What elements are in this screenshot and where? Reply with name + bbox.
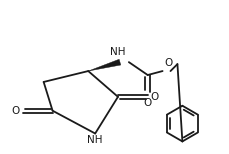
Text: O: O [12,106,20,116]
Text: NH: NH [110,47,125,57]
Text: NH: NH [87,136,103,146]
Text: O: O [164,58,172,68]
Text: O: O [143,98,151,108]
Text: O: O [150,92,158,102]
Polygon shape [88,59,120,71]
